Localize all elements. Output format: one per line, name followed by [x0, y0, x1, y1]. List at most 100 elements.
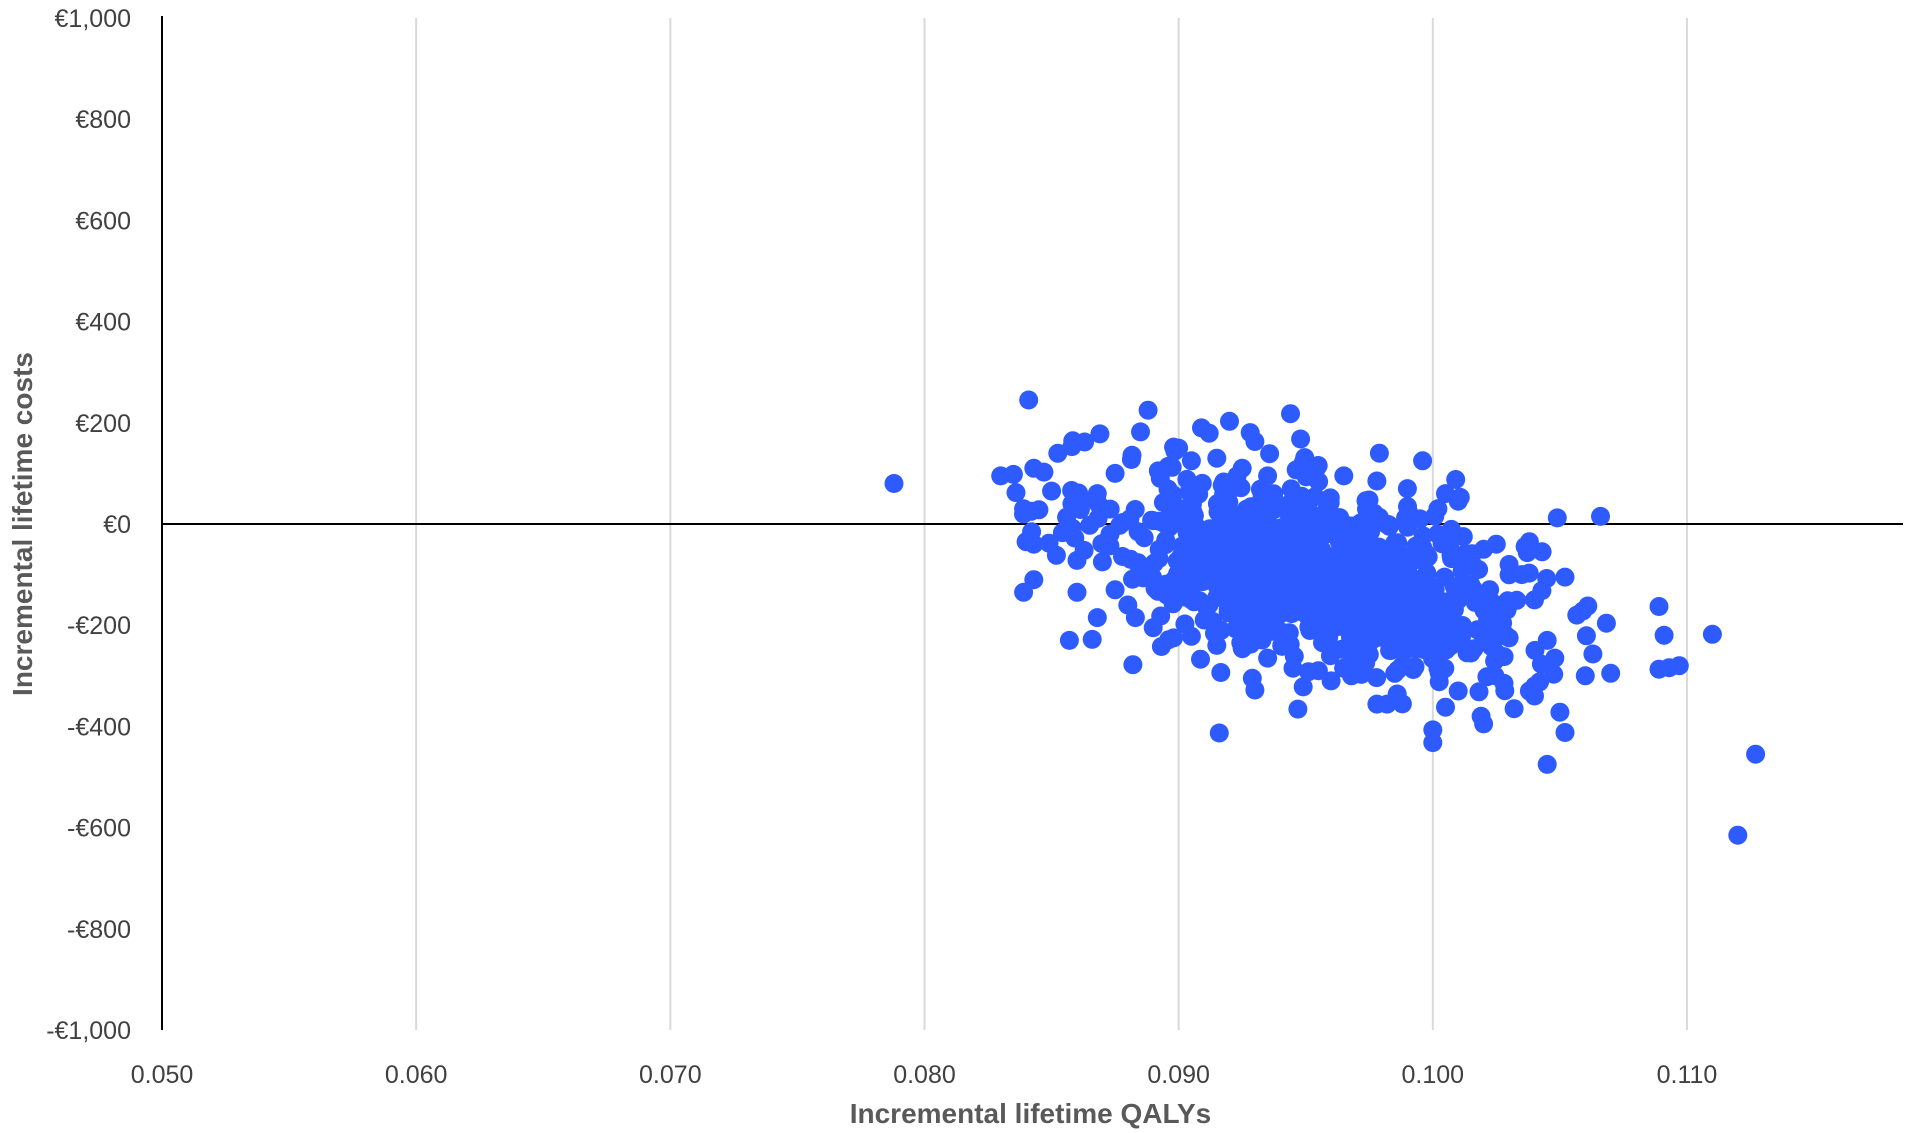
data-point — [1181, 626, 1201, 646]
x-tick-label: 0.080 — [893, 1061, 956, 1089]
data-point — [1519, 532, 1539, 552]
data-point — [1191, 649, 1210, 669]
data-point — [1390, 575, 1410, 595]
data-point — [1258, 466, 1278, 486]
data-point — [1014, 582, 1034, 602]
data-point — [1143, 618, 1163, 638]
data-point — [1292, 486, 1312, 506]
data-point — [1591, 506, 1610, 526]
data-point — [1211, 663, 1231, 682]
data-point — [1596, 613, 1616, 633]
data-point — [1080, 515, 1100, 535]
data-point — [1105, 463, 1125, 483]
data-point — [1169, 438, 1189, 458]
data-point — [1398, 497, 1417, 516]
x-tick-label: 0.060 — [385, 1061, 448, 1089]
data-point — [1397, 633, 1417, 653]
data-point — [1370, 600, 1390, 620]
data-point — [1232, 574, 1252, 594]
data-point — [1301, 461, 1321, 481]
data-point — [1258, 648, 1278, 668]
data-point — [1024, 570, 1044, 590]
data-point — [1474, 539, 1494, 559]
data-point — [1461, 575, 1481, 595]
data-point — [1105, 580, 1125, 600]
data-point — [1006, 483, 1026, 503]
data-point — [1245, 432, 1265, 451]
data-point — [1281, 404, 1300, 424]
data-point — [1512, 565, 1532, 585]
data-point — [1207, 448, 1227, 468]
data-point — [1283, 658, 1303, 678]
data-point — [1125, 500, 1145, 519]
data-point — [1537, 569, 1557, 588]
data-point — [1148, 461, 1168, 481]
data-point — [1405, 657, 1425, 677]
data-point — [1474, 714, 1494, 734]
data-point — [1193, 572, 1213, 592]
data-point — [1087, 608, 1107, 628]
data-point — [1092, 552, 1112, 572]
data-point — [1123, 655, 1143, 675]
data-point — [1601, 663, 1621, 683]
data-point — [1209, 723, 1229, 743]
data-point — [1452, 561, 1472, 581]
data-point — [1323, 588, 1343, 608]
y-tick-label: €400 — [75, 309, 131, 337]
y-tick-label: €800 — [75, 106, 131, 134]
data-point — [1118, 595, 1138, 615]
data-point — [1280, 502, 1300, 522]
data-point — [1351, 580, 1371, 600]
data-point — [1131, 422, 1150, 442]
data-point — [1164, 628, 1184, 648]
data-point — [884, 474, 904, 493]
data-point — [1229, 616, 1249, 636]
data-points — [884, 390, 1766, 845]
data-point — [1273, 564, 1293, 584]
data-point — [1293, 677, 1313, 697]
data-point — [1380, 641, 1400, 660]
data-point — [1138, 400, 1158, 420]
data-point — [1321, 671, 1341, 691]
data-point — [1351, 513, 1371, 533]
data-point — [1376, 514, 1396, 534]
data-point — [1241, 548, 1261, 568]
data-point — [1123, 569, 1142, 589]
data-point — [1649, 597, 1669, 616]
data-point — [1453, 616, 1472, 635]
data-point — [1315, 513, 1335, 533]
y-tick-label: -€200 — [67, 612, 131, 640]
data-point — [1499, 628, 1519, 648]
data-point — [1532, 542, 1552, 562]
x-tick-label: 0.050 — [131, 1061, 194, 1089]
data-point — [1385, 663, 1405, 683]
data-point — [1121, 450, 1141, 469]
data-point — [1544, 664, 1564, 684]
data-point — [1177, 523, 1197, 543]
data-point — [1308, 661, 1328, 681]
data-point — [1388, 533, 1408, 553]
y-tick-label: -€400 — [67, 713, 131, 741]
data-point — [1428, 524, 1448, 544]
data-point — [1425, 579, 1445, 599]
data-point — [1341, 617, 1361, 637]
data-point — [1082, 629, 1102, 649]
data-point — [1218, 603, 1238, 623]
data-point — [1197, 598, 1217, 617]
data-point — [1461, 643, 1481, 663]
data-point — [1232, 638, 1252, 658]
data-point — [1024, 534, 1044, 554]
data-point — [1573, 601, 1593, 621]
data-point — [1211, 620, 1231, 640]
data-point — [1669, 656, 1689, 676]
data-point — [1428, 499, 1448, 519]
data-point — [1494, 673, 1514, 693]
data-point — [1436, 603, 1455, 623]
data-point — [1087, 484, 1107, 504]
data-point — [1537, 754, 1557, 774]
x-tick-label: 0.090 — [1147, 1061, 1210, 1089]
data-point — [1384, 609, 1403, 629]
data-point — [1397, 479, 1417, 499]
data-point — [1486, 643, 1506, 663]
